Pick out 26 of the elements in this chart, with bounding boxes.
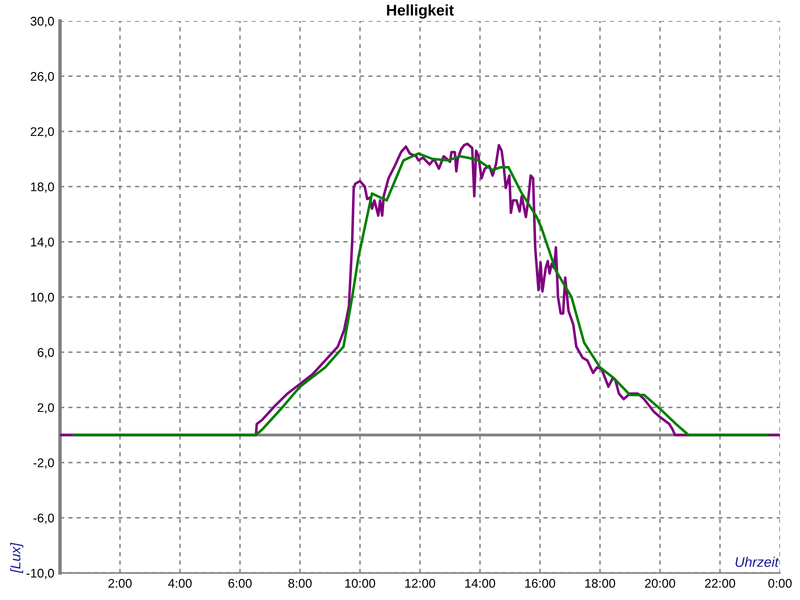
x-tick-label: 16:00 [525, 578, 556, 588]
y-tick-label: -2,0 [33, 458, 54, 469]
y-tick-label: 10,0 [31, 292, 54, 304]
x-tick-label: 10:00 [345, 578, 376, 588]
x-axis-title: Uhrzeit [736, 556, 780, 567]
y-tick-label: 14,0 [31, 238, 54, 248]
y-tick-label: 2,0 [38, 403, 54, 414]
x-tick-label: 22:00 [704, 578, 736, 588]
x-tick-label: 4:00 [168, 578, 192, 588]
y-tick-label: 6,0 [38, 348, 54, 358]
y-axis-title: [Lux] [10, 542, 24, 574]
y-tick-label: 18,0 [31, 182, 54, 193]
y-tick-label: 22,0 [30, 127, 54, 138]
y-tick-label: -6,0 [33, 514, 54, 524]
y-tick-label: -10,0 [26, 568, 54, 580]
y-tick-label: 26,0 [30, 72, 54, 82]
x-tick-label: 0:00 [768, 578, 792, 588]
x-tick-label: 20:00 [644, 578, 676, 588]
x-tick-label: 12:00 [405, 578, 436, 588]
x-tick-label: 14:00 [465, 578, 496, 588]
y-tick-label: 30,0 [30, 16, 54, 28]
chart-title: Helligkeit [387, 4, 454, 19]
x-tick-label: 2:00 [108, 578, 132, 588]
x-tick-label: 6:00 [228, 578, 252, 588]
x-tick-label: 8:00 [288, 578, 312, 588]
x-tick-label: 18:00 [585, 578, 616, 588]
